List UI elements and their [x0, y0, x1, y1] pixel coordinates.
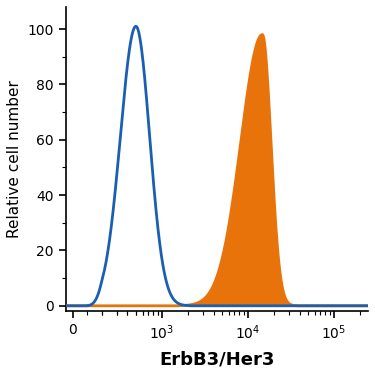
Y-axis label: Relative cell number: Relative cell number: [7, 80, 22, 238]
X-axis label: ErbB3/Her3: ErbB3/Her3: [159, 350, 274, 368]
